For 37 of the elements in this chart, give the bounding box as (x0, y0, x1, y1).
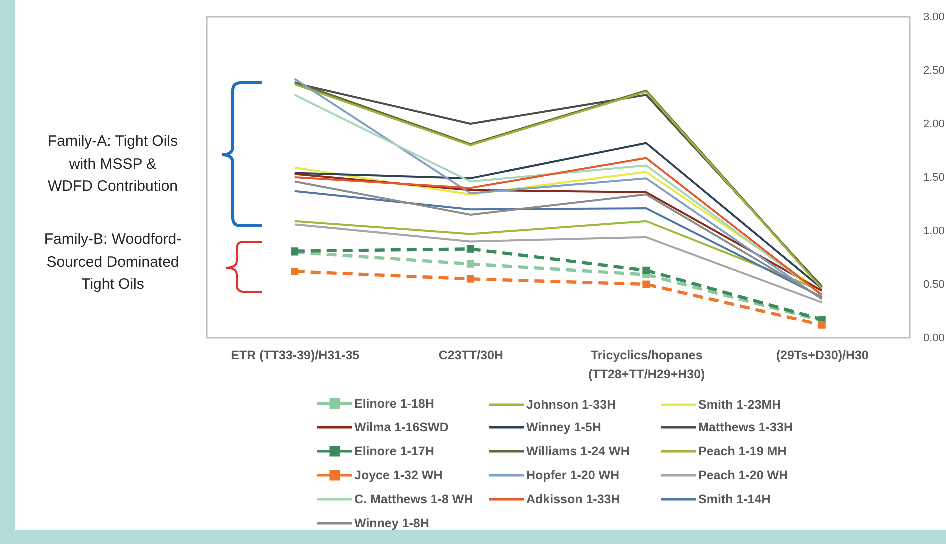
y-tick-label: 0.00 (924, 332, 945, 344)
legend-label: Peach 1-20 WH (698, 468, 788, 482)
legend-label: Adkisson 1-33H (526, 492, 620, 506)
y-tick-label: 3.00 (924, 12, 945, 24)
x-tick-label: (29Ts+D30)/H30 (776, 348, 869, 362)
legend-label: Williams 1-24 WH (526, 444, 630, 458)
legend-label: Joyce 1-32 WH (354, 468, 443, 482)
line-series (294, 224, 824, 304)
text: Family-B: Woodford- Sourced Dominated Tight Oils (43, 230, 183, 295)
legend-label: Johnson 1-33H (526, 398, 616, 412)
point (642, 266, 650, 274)
legend-label: Hopfer 1-20 WH (526, 468, 620, 482)
legend-label: Elinore 1-18H (354, 396, 434, 411)
y-tick-label: 0.50 (924, 279, 945, 291)
legend-label: Winney 1-8H (354, 516, 430, 530)
x-tick-label: ETR (TT33-39)/H31-35 (231, 348, 360, 362)
legend-label: C. Matthews 1-8 WH (354, 492, 474, 506)
point (291, 268, 299, 276)
x-tick-label: C23TT/30H (438, 348, 504, 362)
point (466, 245, 474, 253)
y-tick-label: 1.00 (924, 226, 945, 238)
legend-label: Peach 1-19 MH (698, 444, 787, 458)
text: Family-A: Tight Oils with MSSP & WDFD Contribution (46, 132, 180, 197)
legend-label: Smith 1-14H (698, 492, 771, 506)
legend-label: Smith 1-23MH (698, 398, 782, 412)
point (818, 321, 826, 329)
x-tick-label: Tricyclics/hopanes (TT28+TT/H29+H30) (588, 348, 706, 382)
y-tick-label: 1.50 (924, 172, 945, 184)
point (642, 280, 650, 288)
point (466, 260, 474, 268)
legend-label: Matthews 1-33H (698, 420, 793, 434)
legend-label: Elinore 1-17H (354, 444, 434, 458)
point (466, 275, 474, 283)
y-tick-label: 2.50 (924, 65, 945, 77)
legend-label: Winney 1-5H (526, 420, 602, 434)
y-tick-label: 2.00 (924, 118, 945, 130)
legend-label: Wilma 1-16SWD (354, 420, 449, 434)
